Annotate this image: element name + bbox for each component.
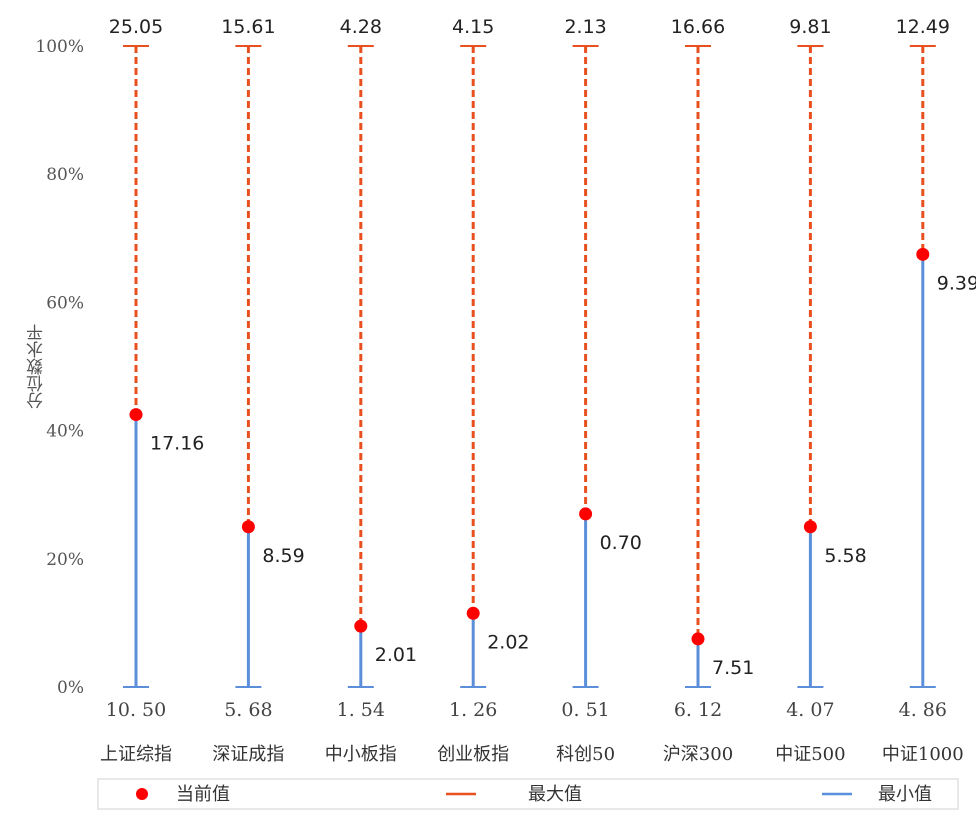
current-value-label: 9.39 bbox=[937, 272, 976, 294]
current-value-dot bbox=[129, 408, 143, 422]
category-label: 科创50 bbox=[556, 744, 615, 765]
category-label: 中证500 bbox=[775, 744, 845, 765]
y-axis-label: 分位数水平 bbox=[27, 324, 48, 409]
current-value-dot bbox=[579, 507, 593, 521]
legend-marker bbox=[136, 788, 148, 800]
y-tick-label: 0% bbox=[57, 678, 84, 698]
min-value-label: 4. 07 bbox=[786, 699, 834, 721]
min-value-label: 10. 50 bbox=[106, 699, 166, 721]
current-value-label: 2.01 bbox=[375, 644, 417, 666]
current-value-dot bbox=[466, 606, 480, 620]
min-value-label: 1. 54 bbox=[337, 699, 385, 721]
min-value-label: 6. 12 bbox=[674, 699, 722, 721]
max-value-label: 2.13 bbox=[564, 16, 606, 38]
category-labels: 17.16 25.05 10. 50 上证综指 8.59 15.61 5. 68 深证成指 2.… bbox=[100, 16, 976, 765]
current-value-dot bbox=[803, 520, 817, 534]
max-value-label: 4.15 bbox=[452, 16, 494, 38]
current-value-label: 2.02 bbox=[487, 631, 529, 653]
max-value-label: 4.28 bbox=[340, 16, 382, 38]
plot-area bbox=[123, 45, 936, 688]
legend-label: 最大值 bbox=[528, 784, 582, 805]
current-value-label: 0.70 bbox=[600, 532, 642, 554]
min-value-label: 0. 51 bbox=[561, 699, 609, 721]
legend-label: 当前值 bbox=[176, 784, 230, 805]
legend-label: 最小值 bbox=[878, 784, 932, 805]
current-value-dot bbox=[916, 247, 930, 261]
max-value-label: 15.61 bbox=[221, 16, 275, 38]
category-label: 深证成指 bbox=[212, 744, 284, 765]
category-label: 中小板指 bbox=[325, 744, 397, 765]
min-value-label: 5. 68 bbox=[224, 699, 272, 721]
max-value-label: 12.49 bbox=[896, 16, 950, 38]
legend: 当前值 最大值 最小值 bbox=[97, 778, 959, 810]
min-value-label: 4. 86 bbox=[899, 699, 947, 721]
y-tick-label: 100% bbox=[35, 37, 84, 57]
current-value-label: 5.58 bbox=[824, 545, 866, 567]
min-value-label: 1. 26 bbox=[449, 699, 497, 721]
current-value-label: 7.51 bbox=[712, 657, 754, 679]
category-label: 创业板指 bbox=[437, 744, 509, 765]
category-label: 上证综指 bbox=[100, 744, 172, 765]
y-tick-label: 60% bbox=[46, 293, 84, 313]
max-value-label: 9.81 bbox=[789, 16, 831, 38]
y-axis: 0% 20% 40% 60% 80% 100% 分位数水平 bbox=[27, 37, 85, 698]
current-value-dot bbox=[354, 619, 368, 633]
current-value-dot bbox=[691, 632, 705, 646]
max-value-label: 25.05 bbox=[109, 16, 163, 38]
current-value-dot bbox=[241, 520, 255, 534]
current-value-label: 17.16 bbox=[150, 433, 204, 455]
y-tick-label: 40% bbox=[46, 422, 84, 442]
y-tick-label: 20% bbox=[46, 550, 84, 570]
legend-box bbox=[97, 778, 959, 810]
y-tick-label: 80% bbox=[46, 165, 84, 185]
category-label: 中证1000 bbox=[882, 744, 964, 765]
category-label: 沪深300 bbox=[663, 744, 733, 765]
current-value-label: 8.59 bbox=[262, 545, 304, 567]
max-value-label: 16.66 bbox=[671, 16, 725, 38]
